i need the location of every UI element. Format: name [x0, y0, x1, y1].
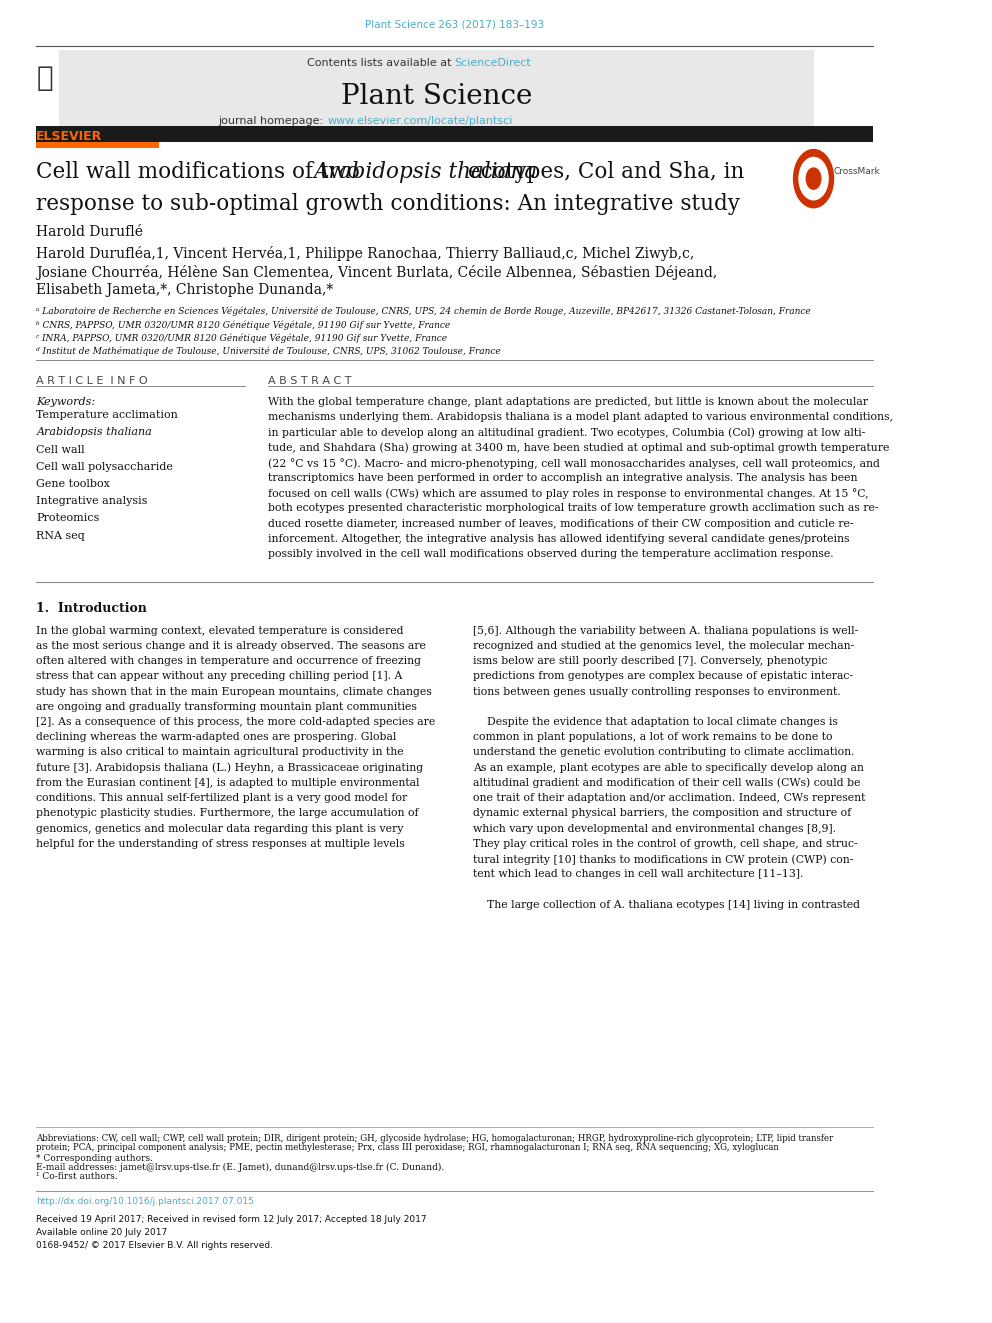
Text: In the global warming context, elevated temperature is considered: In the global warming context, elevated … [37, 626, 404, 636]
Text: Cell wall: Cell wall [37, 445, 85, 455]
Text: http://dx.doi.org/10.1016/j.plantsci.2017.07.015: http://dx.doi.org/10.1016/j.plantsci.201… [37, 1197, 254, 1207]
Text: possibly involved in the cell wall modifications observed during the temperature: possibly involved in the cell wall modif… [268, 549, 834, 560]
Text: [5,6]. Although the variability between A. thaliana populations is well-: [5,6]. Although the variability between … [472, 626, 858, 636]
Text: both ecotypes presented characteristic morphological traits of low temperature g: both ecotypes presented characteristic m… [268, 503, 879, 513]
Text: A R T I C L E  I N F O: A R T I C L E I N F O [37, 376, 148, 386]
Text: CrossMark: CrossMark [833, 168, 880, 176]
Text: Cell wall modifications of two: Cell wall modifications of two [37, 161, 367, 184]
FancyBboxPatch shape [37, 142, 159, 148]
Text: ecotypes, Col and Sha, in: ecotypes, Col and Sha, in [461, 161, 744, 184]
Text: journal homepage:: journal homepage: [218, 116, 327, 127]
Text: conditions. This annual self-fertilized plant is a very good model for: conditions. This annual self-fertilized … [37, 794, 408, 803]
Text: Abbreviations: CW, cell wall; CWP, cell wall protein; DIR, dirigent protein; GH,: Abbreviations: CW, cell wall; CWP, cell … [37, 1134, 833, 1143]
Text: phenotypic plasticity studies. Furthermore, the large accumulation of: phenotypic plasticity studies. Furthermo… [37, 808, 419, 819]
Text: which vary upon developmental and environmental changes [8,9].: which vary upon developmental and enviro… [472, 823, 835, 833]
Text: in particular able to develop along an altitudinal gradient. Two ecotypes, Colum: in particular able to develop along an a… [268, 427, 865, 438]
Text: With the global temperature change, plant adaptations are predicted, but little : With the global temperature change, plan… [268, 397, 868, 407]
Text: A B S T R A C T: A B S T R A C T [268, 376, 351, 386]
Text: ᵇ CNRS, PAPPSO, UMR 0320/UMR 8120 Génétique Végétale, 91190 Gif sur Yvette, Fran: ᵇ CNRS, PAPPSO, UMR 0320/UMR 8120 Généti… [37, 320, 450, 329]
Text: transcriptomics have been performed in order to accomplish an integrative analys: transcriptomics have been performed in o… [268, 472, 858, 483]
Text: Cell wall polysaccharide: Cell wall polysaccharide [37, 462, 174, 472]
Text: genomics, genetics and molecular data regarding this plant is very: genomics, genetics and molecular data re… [37, 823, 404, 833]
Text: isms below are still poorly described [7]. Conversely, phenotypic: isms below are still poorly described [7… [472, 656, 827, 667]
Text: inforcement. Altogether, the integrative analysis has allowed identifying severa: inforcement. Altogether, the integrative… [268, 533, 850, 544]
Text: focused on cell walls (CWs) which are assumed to play roles in response to envir: focused on cell walls (CWs) which are as… [268, 488, 869, 499]
Text: tions between genes usually controlling responses to environment.: tions between genes usually controlling … [472, 687, 840, 697]
Text: 1.  Introduction: 1. Introduction [37, 602, 147, 615]
Text: Received 19 April 2017; Received in revised form 12 July 2017; Accepted 18 July : Received 19 April 2017; Received in revi… [37, 1215, 427, 1224]
Text: helpful for the understanding of stress responses at multiple levels: helpful for the understanding of stress … [37, 839, 405, 849]
Text: stress that can appear without any preceding chilling period [1]. A: stress that can appear without any prece… [37, 671, 403, 681]
Text: future [3]. Arabidopsis thaliana (L.) Heyhn, a Brassicaceae originating: future [3]. Arabidopsis thaliana (L.) He… [37, 762, 424, 773]
Text: Gene toolbox: Gene toolbox [37, 479, 110, 490]
Text: Integrative analysis: Integrative analysis [37, 496, 148, 507]
Text: Despite the evidence that adaptation to local climate changes is: Despite the evidence that adaptation to … [472, 717, 837, 728]
FancyBboxPatch shape [60, 50, 813, 126]
Text: E-mail addresses: jamet@lrsv.ups-tlse.fr (E. Jamet), dunand@lrsv.ups-tlse.fr (C.: E-mail addresses: jamet@lrsv.ups-tlse.fr… [37, 1163, 444, 1172]
Text: from the Eurasian continent [4], is adapted to multiple environmental: from the Eurasian continent [4], is adap… [37, 778, 420, 789]
Text: They play critical roles in the control of growth, cell shape, and struc-: They play critical roles in the control … [472, 839, 857, 849]
Text: as the most serious change and it is already observed. The seasons are: as the most serious change and it is alr… [37, 640, 427, 651]
Text: 0168-9452/ © 2017 Elsevier B.V. All rights reserved.: 0168-9452/ © 2017 Elsevier B.V. All righ… [37, 1241, 274, 1250]
Text: protein; PCA, principal component analysis; PME, pectin methylesterase; Prx, cla: protein; PCA, principal component analys… [37, 1143, 779, 1152]
Text: As an example, plant ecotypes are able to specifically develop along an: As an example, plant ecotypes are able t… [472, 762, 864, 773]
Text: are ongoing and gradually transforming mountain plant communities: are ongoing and gradually transforming m… [37, 701, 418, 712]
Text: Plant Science 263 (2017) 183–193: Plant Science 263 (2017) 183–193 [365, 20, 544, 30]
Text: common in plant populations, a lot of work remains to be done to: common in plant populations, a lot of wo… [472, 732, 832, 742]
Text: duced rosette diameter, increased number of leaves, modifications of their CW co: duced rosette diameter, increased number… [268, 519, 854, 529]
Text: [2]. As a consequence of this process, the more cold-adapted species are: [2]. As a consequence of this process, t… [37, 717, 435, 728]
Text: Harold Durufléa,1, Vincent Hervéa,1, Philippe Ranochaa, Thierry Balliaud,c, Mich: Harold Durufléa,1, Vincent Hervéa,1, Phi… [37, 246, 694, 261]
Text: tural integrity [10] thanks to modifications in CW protein (CWP) con-: tural integrity [10] thanks to modificat… [472, 855, 853, 864]
Text: ᵃ Laboratoire de Recherche en Sciences Végétales, Université de Toulouse, CNRS, : ᵃ Laboratoire de Recherche en Sciences V… [37, 307, 811, 316]
Circle shape [799, 157, 828, 200]
Text: altitudinal gradient and modification of their cell walls (CWs) could be: altitudinal gradient and modification of… [472, 778, 860, 789]
Text: Harold Duruflé: Harold Duruflé [37, 225, 144, 239]
Text: mechanisms underlying them. Arabidopsis thaliana is a model plant adapted to var: mechanisms underlying them. Arabidopsis … [268, 413, 893, 422]
Text: study has shown that in the main European mountains, climate changes: study has shown that in the main Europea… [37, 687, 433, 697]
Text: Contents lists available at: Contents lists available at [307, 58, 454, 69]
Text: The large collection of A. thaliana ecotypes [14] living in contrasted: The large collection of A. thaliana ecot… [472, 900, 860, 910]
FancyBboxPatch shape [37, 126, 873, 142]
Text: Temperature acclimation: Temperature acclimation [37, 410, 179, 421]
Text: response to sub-optimal growth conditions: An integrative study: response to sub-optimal growth condition… [37, 193, 740, 216]
Text: ScienceDirect: ScienceDirect [454, 58, 532, 69]
Text: often altered with changes in temperature and occurrence of freezing: often altered with changes in temperatur… [37, 656, 422, 667]
Text: one trait of their adaptation and/or acclimation. Indeed, CWs represent: one trait of their adaptation and/or acc… [472, 794, 865, 803]
Text: warming is also critical to maintain agricultural productivity in the: warming is also critical to maintain agr… [37, 747, 404, 758]
Text: RNA seq: RNA seq [37, 531, 85, 541]
Text: ELSEVIER: ELSEVIER [37, 130, 102, 143]
Text: Proteomics: Proteomics [37, 513, 100, 524]
Text: (22 °C vs 15 °C). Macro- and micro-phenotyping, cell wall monosaccharides analys: (22 °C vs 15 °C). Macro- and micro-pheno… [268, 458, 880, 468]
Text: ¹ Co-first authors.: ¹ Co-first authors. [37, 1172, 118, 1181]
Text: www.elsevier.com/locate/plantsci: www.elsevier.com/locate/plantsci [327, 116, 513, 127]
Circle shape [794, 149, 833, 208]
Text: tent which lead to changes in cell wall architecture [11–13].: tent which lead to changes in cell wall … [472, 869, 804, 880]
Text: Plant Science: Plant Science [340, 83, 532, 110]
Text: * Corresponding authors.: * Corresponding authors. [37, 1154, 154, 1163]
Text: predictions from genotypes are complex because of epistatic interac-: predictions from genotypes are complex b… [472, 671, 853, 681]
Text: Josiane Chourréa, Hélène San Clementea, Vincent Burlata, Cécile Albennea, Sébast: Josiane Chourréa, Hélène San Clementea, … [37, 265, 717, 279]
Text: ᵈ Institut de Mathématique de Toulouse, Université de Toulouse, CNRS, UPS, 31062: ᵈ Institut de Mathématique de Toulouse, … [37, 347, 501, 356]
Text: Arabidopsis thaliana: Arabidopsis thaliana [313, 161, 538, 184]
Text: 🌳: 🌳 [37, 64, 53, 91]
Text: dynamic external physical barriers, the composition and structure of: dynamic external physical barriers, the … [472, 808, 851, 819]
Text: tude, and Shahdara (Sha) growing at 3400 m, have been studied at optimal and sub: tude, and Shahdara (Sha) growing at 3400… [268, 442, 890, 452]
Text: recognized and studied at the genomics level, the molecular mechan-: recognized and studied at the genomics l… [472, 640, 854, 651]
Text: Keywords:: Keywords: [37, 397, 95, 407]
Text: Elisabeth Jameta,*, Christophe Dunanda,*: Elisabeth Jameta,*, Christophe Dunanda,* [37, 283, 333, 298]
Text: ᶜ INRA, PAPPSO, UMR 0320/UMR 8120 Génétique Végétale, 91190 Gif sur Yvette, Fran: ᶜ INRA, PAPPSO, UMR 0320/UMR 8120 Généti… [37, 333, 447, 343]
Text: declining whereas the warm-adapted ones are prospering. Global: declining whereas the warm-adapted ones … [37, 732, 397, 742]
Text: understand the genetic evolution contributing to climate acclimation.: understand the genetic evolution contrib… [472, 747, 854, 758]
Circle shape [806, 168, 820, 189]
Text: Arabidopsis thaliana: Arabidopsis thaliana [37, 427, 152, 438]
Text: Available online 20 July 2017: Available online 20 July 2017 [37, 1228, 168, 1237]
